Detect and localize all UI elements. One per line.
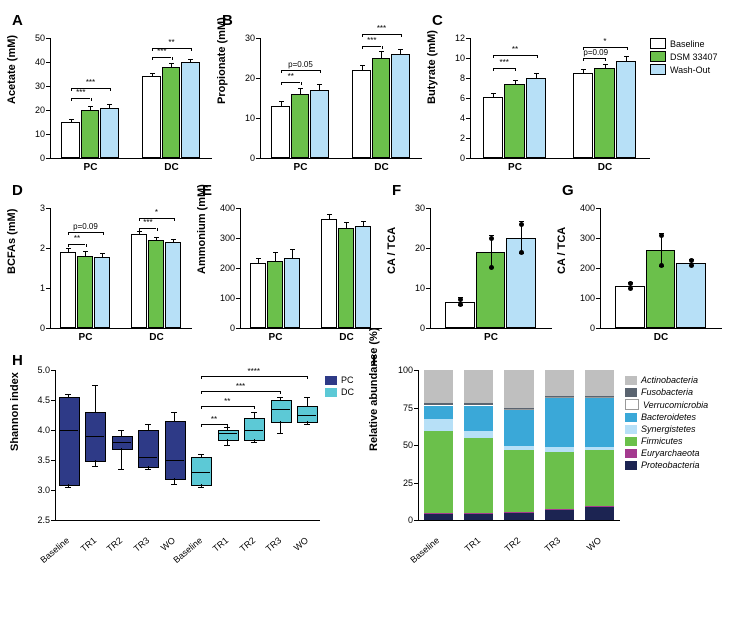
legend-conditions: BaselineDSM 33407Wash-Out <box>650 38 718 77</box>
panel-A: A01020304050Acetate (mM)PCDC*********** <box>10 10 220 180</box>
panel-D: D0123BCFAs (mM)PCDC**p=0.09**** <box>10 180 200 350</box>
legend-I: ActinobacteriaFusobacteriaVerrucomicrobi… <box>625 375 708 472</box>
panel-H: H2.53.03.54.04.55.0Shannon indexBaseline… <box>10 350 370 565</box>
panel-I: I0255075100Relative abundance (%)Baselin… <box>370 350 730 565</box>
panel-B: B0102030Propionate (mM)PCDC**p=0.05*****… <box>220 10 430 180</box>
panel-G: G0100200300400CA / TCADC <box>560 180 730 350</box>
panel-C: C024681012Butyrate (mM)PCDC*****p=0.09*B… <box>430 10 730 180</box>
legend-H: PCDC <box>325 375 354 399</box>
figure-root: A01020304050Acetate (mM)PCDC***********B… <box>10 10 731 565</box>
panel-E: E0100200300400Ammonium (mM)PCDC <box>200 180 390 350</box>
panel-F: F0102030CA / TCAPC <box>390 180 560 350</box>
